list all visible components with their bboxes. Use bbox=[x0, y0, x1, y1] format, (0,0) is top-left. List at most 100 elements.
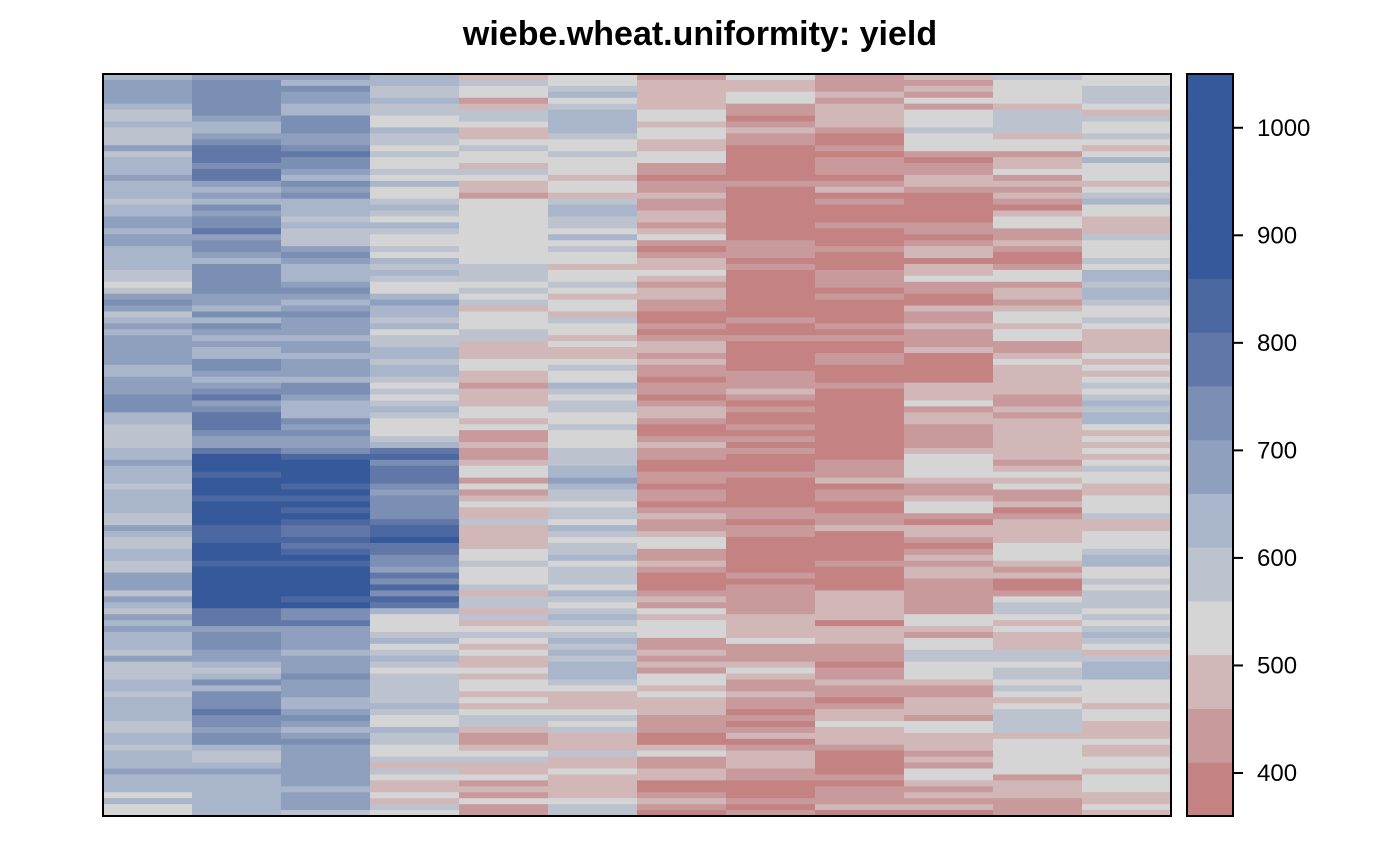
heatmap-cell bbox=[548, 376, 638, 384]
heatmap-cell bbox=[637, 477, 727, 485]
heatmap-cell bbox=[815, 115, 905, 123]
heatmap-cell bbox=[548, 287, 638, 295]
heatmap-cell bbox=[637, 240, 727, 247]
heatmap-cell bbox=[459, 412, 549, 419]
heatmap-cell bbox=[637, 347, 727, 354]
heatmap-cell bbox=[1082, 560, 1172, 568]
heatmap-cell bbox=[993, 252, 1083, 259]
heatmap-cell bbox=[637, 626, 727, 633]
heatmap-cell bbox=[904, 269, 994, 277]
heatmap-cell bbox=[370, 133, 460, 140]
heatmap-cell bbox=[637, 157, 727, 164]
heatmap-cell bbox=[459, 358, 549, 366]
heatmap-cell bbox=[192, 370, 282, 378]
heatmap-cell bbox=[192, 679, 282, 687]
heatmap-cell bbox=[548, 655, 638, 663]
heatmap-cell bbox=[281, 637, 371, 645]
heatmap-cell bbox=[281, 133, 371, 140]
heatmap-cell bbox=[993, 566, 1083, 574]
heatmap-cell bbox=[103, 786, 193, 793]
heatmap-cell bbox=[637, 703, 727, 710]
heatmap-cell bbox=[815, 584, 905, 592]
heatmap-cell bbox=[459, 341, 549, 348]
heatmap-cell bbox=[103, 210, 193, 218]
heatmap-cell bbox=[370, 501, 460, 508]
heatmap-cell bbox=[459, 382, 549, 390]
heatmap-cell bbox=[993, 453, 1083, 461]
heatmap-cell bbox=[815, 774, 905, 781]
heatmap-cell bbox=[370, 287, 460, 295]
heatmap-cell bbox=[815, 679, 905, 687]
heatmap-cell bbox=[726, 174, 816, 182]
heatmap-cell bbox=[993, 275, 1083, 283]
heatmap-cell bbox=[993, 726, 1083, 734]
heatmap-cell bbox=[1082, 352, 1172, 360]
heatmap-cell bbox=[904, 299, 994, 307]
heatmap-cell bbox=[192, 364, 282, 372]
heatmap-cell bbox=[904, 519, 994, 526]
heatmap-cell bbox=[993, 685, 1083, 692]
heatmap-cell bbox=[192, 275, 282, 283]
heatmap-cell bbox=[103, 436, 193, 443]
heatmap-cell bbox=[904, 97, 994, 105]
heatmap-cell bbox=[637, 531, 727, 538]
heatmap-cell bbox=[192, 495, 282, 502]
heatmap-cell bbox=[1082, 780, 1172, 787]
heatmap-cell bbox=[548, 442, 638, 449]
heatmap-cell bbox=[726, 91, 816, 99]
heatmap-cell bbox=[370, 679, 460, 687]
heatmap-cell bbox=[904, 317, 994, 324]
heatmap-cell bbox=[548, 786, 638, 793]
heatmap-cell bbox=[726, 578, 816, 586]
heatmap-cell bbox=[103, 406, 193, 413]
heatmap-cell bbox=[103, 376, 193, 384]
heatmap-cell bbox=[192, 602, 282, 609]
heatmap-cell bbox=[637, 382, 727, 390]
heatmap-cell bbox=[904, 287, 994, 295]
heatmap-cell bbox=[726, 661, 816, 669]
heatmap-cell bbox=[192, 311, 282, 318]
heatmap-cell bbox=[993, 151, 1083, 158]
heatmap-cell bbox=[192, 566, 282, 574]
heatmap-cell bbox=[1082, 91, 1172, 99]
heatmap-cell bbox=[103, 768, 193, 776]
heatmap-cell bbox=[1082, 388, 1172, 396]
heatmap-cell bbox=[637, 483, 727, 491]
heatmap-cell bbox=[993, 85, 1083, 93]
heatmap-cell bbox=[993, 133, 1083, 140]
heatmap-cell bbox=[726, 168, 816, 176]
heatmap-cell bbox=[815, 691, 905, 698]
heatmap-cell bbox=[281, 382, 371, 390]
heatmap-cell bbox=[726, 216, 816, 223]
heatmap-cell bbox=[726, 786, 816, 793]
heatmap-cell bbox=[904, 210, 994, 218]
heatmap-cell bbox=[103, 519, 193, 526]
heatmap-cell bbox=[993, 103, 1083, 111]
heatmap-cell bbox=[281, 631, 371, 639]
heatmap-cell bbox=[726, 584, 816, 592]
heatmap-cell bbox=[993, 602, 1083, 609]
heatmap-cell bbox=[815, 477, 905, 485]
heatmap-cell bbox=[993, 198, 1083, 206]
heatmap-cell bbox=[192, 578, 282, 586]
heatmap-cell bbox=[993, 531, 1083, 538]
heatmap-cell bbox=[548, 578, 638, 586]
heatmap-cell bbox=[548, 459, 638, 467]
heatmap-cell bbox=[281, 252, 371, 259]
heatmap-cell bbox=[103, 620, 193, 627]
heatmap-cell bbox=[815, 465, 905, 473]
heatmap-cell bbox=[281, 673, 371, 681]
heatmap-cell bbox=[370, 750, 460, 758]
heatmap-cell bbox=[370, 352, 460, 360]
heatmap-cell bbox=[993, 228, 1083, 235]
heatmap-cell bbox=[726, 465, 816, 473]
heatmap-cell bbox=[726, 477, 816, 485]
heatmap-cell bbox=[192, 139, 282, 146]
heatmap-cell bbox=[637, 103, 727, 111]
heatmap-cell bbox=[815, 109, 905, 117]
heatmap-cell bbox=[1082, 151, 1172, 158]
heatmap-cell bbox=[459, 798, 549, 805]
heatmap-cell bbox=[904, 537, 994, 544]
heatmap-cell bbox=[726, 376, 816, 384]
